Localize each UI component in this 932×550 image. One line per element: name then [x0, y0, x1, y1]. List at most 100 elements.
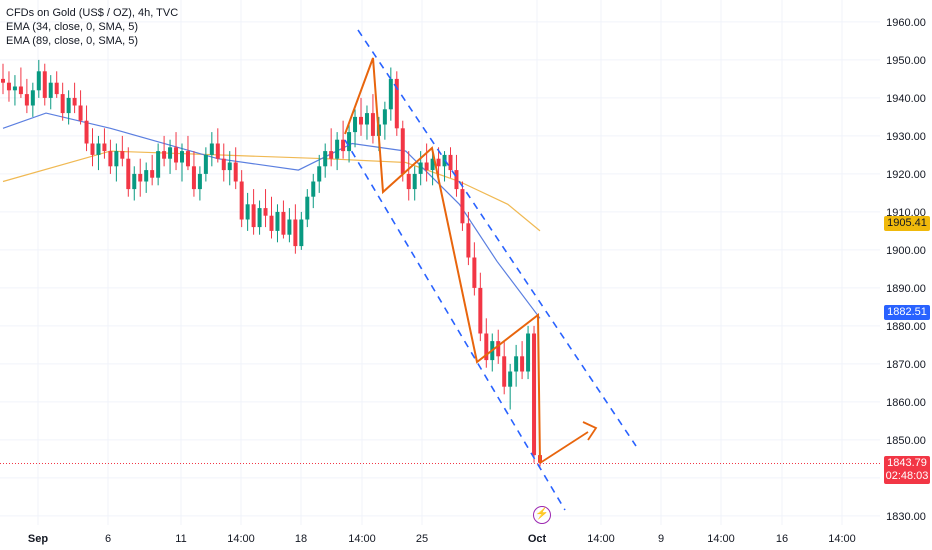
candle-body — [424, 162, 429, 171]
candle-body — [227, 162, 232, 171]
time-tick-label: 14:00 — [227, 533, 255, 545]
candle-body — [329, 151, 334, 159]
candle-body — [197, 173, 202, 190]
candle-body — [359, 116, 363, 125]
candle-body — [221, 158, 226, 171]
candle-body — [532, 333, 537, 456]
candle-body — [484, 333, 489, 361]
candle-body — [251, 204, 256, 228]
candle-body — [96, 143, 101, 155]
candle-body — [156, 151, 161, 178]
candle-body — [18, 86, 23, 95]
time-tick-label: 14:00 — [587, 533, 615, 545]
candle-body — [150, 170, 155, 178]
candle-body — [132, 173, 137, 190]
candle-body — [299, 219, 304, 247]
grid — [0, 0, 880, 525]
drawings — [0, 29, 880, 511]
candle-body — [30, 90, 35, 106]
legend-ema89[interactable]: EMA (89, close, 0, SMA, 5) — [6, 35, 139, 47]
time-tick-label: 9 — [658, 533, 664, 545]
price-tick-label: 1890.00 — [886, 283, 926, 295]
price-tick-label: 1850.00 — [886, 435, 926, 447]
price-tick-label: 1860.00 — [886, 397, 926, 409]
candle-body — [1, 78, 5, 83]
candle-body — [281, 211, 286, 235]
price-tick-label: 1940.00 — [886, 93, 926, 105]
candle-body — [102, 143, 107, 152]
candle-body — [24, 94, 29, 106]
legend-title[interactable]: CFDs on Gold (US$ / OZ), 4h, TVC — [6, 7, 179, 19]
candle-body — [436, 158, 441, 167]
candle-body — [233, 162, 238, 182]
time-tick-label: Oct — [528, 533, 547, 545]
candle-body — [66, 97, 71, 114]
time-axis[interactable]: Sep 6 11 14:00 18 14:00 25 Oct 14:00 9 14:00 16 14:0… — [28, 533, 856, 545]
candle-body — [353, 116, 358, 133]
candle-body — [347, 132, 352, 152]
candle-body — [126, 158, 131, 190]
price-tick-label: 1870.00 — [886, 359, 926, 371]
candle-body — [36, 71, 41, 91]
candle-body — [508, 371, 513, 387]
ema34-price-badge: 1882.51 — [884, 305, 930, 320]
candle-body — [388, 78, 393, 110]
price-tick-label: 1960.00 — [886, 17, 926, 29]
time-tick-label: 14:00 — [348, 533, 376, 545]
candles — [1, 59, 542, 467]
projection-arrow — [539, 431, 589, 464]
candle-body — [520, 356, 525, 372]
candle-body — [287, 219, 292, 235]
candle-body — [400, 128, 405, 174]
zigzag-pattern — [344, 57, 541, 464]
candle-body — [180, 151, 184, 163]
price-tick-label: 1950.00 — [886, 55, 926, 67]
candle-body — [269, 215, 274, 231]
time-tick-label: 11 — [175, 533, 186, 545]
candle-body — [263, 208, 268, 216]
price-tick-label: 1930.00 — [886, 131, 926, 143]
candle-body — [162, 151, 167, 159]
candle-body — [323, 151, 328, 167]
candle-body — [6, 82, 11, 91]
candle-body — [144, 170, 149, 182]
candle-body — [60, 94, 65, 114]
lightning-icon[interactable]: ⚡ — [533, 506, 551, 524]
candle-body — [502, 356, 507, 387]
chart-legend: CFDs on Gold (US$ / OZ), 4h, TVC EMA (34… — [6, 6, 178, 48]
candle-body — [412, 173, 417, 190]
legend-ema34[interactable]: EMA (34, close, 0, SMA, 5) — [6, 21, 139, 33]
candle-body — [526, 333, 531, 372]
candle-body — [245, 204, 250, 220]
candle-body — [454, 170, 459, 190]
candle-body — [78, 105, 83, 121]
candle-body — [478, 287, 483, 334]
candle-body — [239, 181, 244, 220]
candle-body — [120, 151, 125, 159]
price-tick-label: 1910.00 — [886, 207, 926, 219]
candle-body — [108, 151, 113, 167]
time-tick-label: 14:00 — [828, 533, 856, 545]
candle-body — [114, 151, 119, 167]
candle-body — [406, 173, 411, 190]
candle-body — [418, 162, 423, 174]
price-tick-label: 1880.00 — [886, 321, 926, 333]
candle-body — [466, 223, 471, 258]
candle-body — [472, 257, 477, 288]
candle-body — [293, 219, 298, 247]
price-tick-label: 1830.00 — [886, 511, 926, 523]
candle-body — [174, 147, 179, 163]
time-tick-label: Sep — [28, 533, 48, 545]
candle-body — [168, 147, 173, 159]
channel-line-lower — [344, 139, 566, 511]
candle-body — [364, 113, 369, 125]
candle-body — [448, 154, 453, 171]
time-tick-label: 6 — [105, 533, 111, 545]
candle-body — [90, 143, 95, 155]
candle-body — [203, 154, 208, 174]
time-tick-label: 18 — [295, 533, 307, 545]
candle-body — [12, 86, 17, 91]
candle-body — [382, 109, 387, 125]
candle-body — [335, 139, 340, 159]
